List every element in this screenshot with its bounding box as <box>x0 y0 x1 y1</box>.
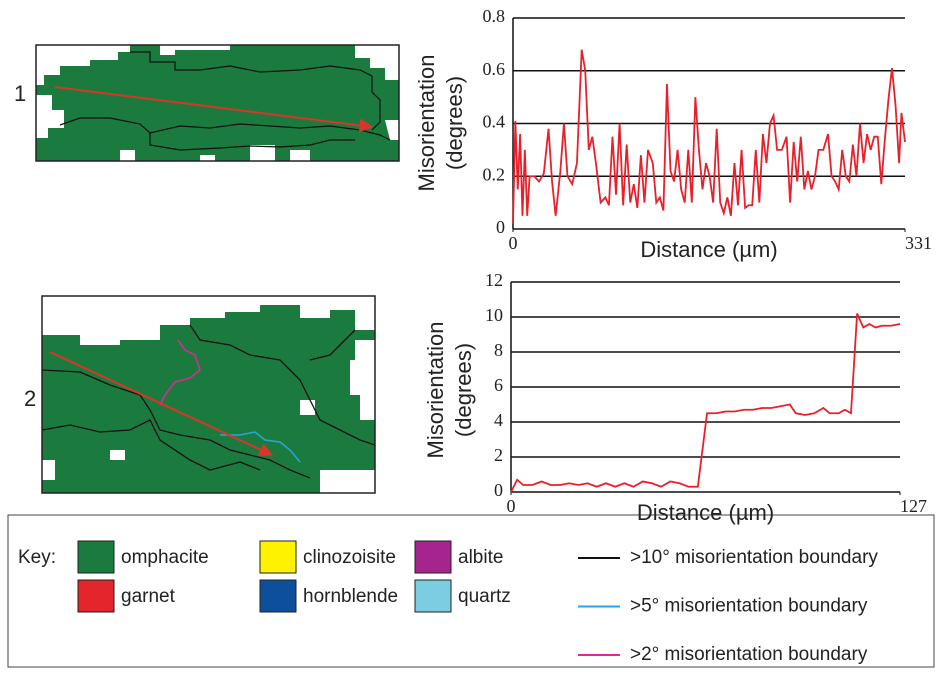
key-box <box>7 514 935 668</box>
y-tick-label: 10 <box>485 305 503 325</box>
key-label: >10° misorientation boundary <box>630 547 878 568</box>
y-axis-label-line: (degrees) <box>451 343 476 437</box>
key-label: hornblende <box>303 586 398 607</box>
key-label: garnet <box>121 586 176 607</box>
y-tick-label: 8 <box>494 340 503 360</box>
key-title: Key: <box>18 547 56 568</box>
panel-label: 2 <box>24 386 36 411</box>
y-tick-label: 0 <box>496 217 505 237</box>
y-axis-label-line: Misorientation <box>414 55 439 192</box>
key-swatch <box>259 579 297 613</box>
data-line <box>510 313 901 493</box>
key-swatch <box>414 540 452 574</box>
y-tick-label: 0.8 <box>483 6 506 26</box>
key-label: >2° misorientation boundary <box>630 644 868 665</box>
y-axis-label: Misorientation (degrees) <box>423 322 476 459</box>
y-tick-label: 12 <box>485 270 503 290</box>
key-label: quartz <box>458 586 511 607</box>
x-tick-label: 0 <box>507 496 516 516</box>
x-tick-label: 0 <box>509 233 518 253</box>
y-tick-label: 0.6 <box>483 59 506 79</box>
y-axis-label-line: Misorientation <box>423 322 448 459</box>
key-label: >5° misorientation boundary <box>630 596 868 617</box>
map-1 <box>35 44 400 162</box>
key-swatch <box>77 540 115 574</box>
key-swatch <box>77 579 115 613</box>
y-tick-label: 0 <box>494 480 503 500</box>
y-tick-label: 4 <box>494 410 503 430</box>
y-tick-label: 0.2 <box>483 164 506 184</box>
key-swatch <box>259 540 297 574</box>
y-tick-label: 2 <box>494 445 503 465</box>
x-tick-label: 127 <box>900 496 927 516</box>
map-2 <box>41 295 376 494</box>
x-tick-label: 331 <box>905 233 932 253</box>
key-label: albite <box>458 547 503 568</box>
y-axis-label-line: (degrees) <box>442 76 467 170</box>
y-tick-label: 6 <box>494 375 503 395</box>
key-label: clinozoisite <box>303 547 396 568</box>
y-axis-label: Misorientation (degrees) <box>414 55 467 192</box>
x-axis-label: Distance (µm) <box>640 237 777 262</box>
key-swatch <box>414 579 452 613</box>
data-line <box>512 49 906 224</box>
x-axis-label: Distance (µm) <box>637 500 774 525</box>
key-label: omphacite <box>121 547 209 568</box>
panel-label: 1 <box>14 81 26 106</box>
y-tick-label: 0.4 <box>483 112 506 132</box>
